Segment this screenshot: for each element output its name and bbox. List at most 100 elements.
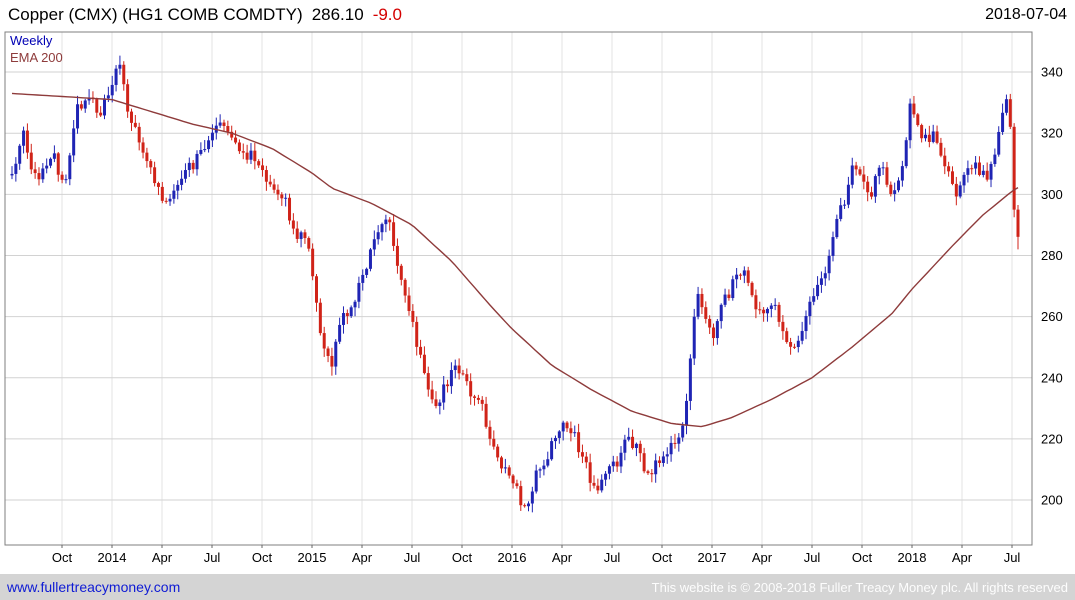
- candle-body: [970, 168, 974, 170]
- candle-body: [268, 181, 272, 185]
- candle-body: [399, 265, 403, 280]
- candle-body: [611, 461, 615, 467]
- candle-body: [10, 173, 14, 176]
- candle-body: [303, 232, 307, 239]
- candle-body: [669, 442, 673, 455]
- candle-body: [881, 167, 885, 169]
- candle-body: [311, 248, 315, 277]
- candle-body: [14, 163, 18, 174]
- candle-body: [931, 131, 935, 142]
- x-tick-label: Jul: [804, 550, 821, 565]
- candle-body: [222, 122, 226, 127]
- x-tick-label: Apr: [752, 550, 773, 565]
- candle-body: [873, 176, 877, 197]
- instrument-name: Copper (CMX) (HG1 COMB COMDTY): [8, 5, 303, 24]
- candle-body: [395, 245, 399, 266]
- candle-body: [49, 158, 53, 166]
- candle-body: [723, 294, 727, 305]
- candle-body: [1012, 126, 1016, 210]
- candle-body: [592, 482, 596, 486]
- x-tick-label: Apr: [152, 550, 173, 565]
- candle-body: [392, 222, 396, 246]
- candle-body: [519, 486, 523, 506]
- candle-body: [210, 132, 214, 141]
- x-tick-label: Oct: [52, 550, 73, 565]
- candle-body: [280, 194, 284, 199]
- candle-body: [461, 373, 465, 375]
- candle-body: [106, 95, 110, 99]
- candle-body: [480, 399, 484, 404]
- candle-body: [357, 282, 361, 302]
- candle-body: [665, 454, 669, 457]
- candle-body: [580, 452, 584, 457]
- chart-title: Copper (CMX) (HG1 COMB COMDTY) 286.10 -9.0: [8, 5, 402, 25]
- candle-body: [796, 340, 800, 348]
- x-tick-label: Oct: [852, 550, 873, 565]
- candle-body: [156, 183, 160, 187]
- site-link[interactable]: www.fullertreacymoney.com: [7, 579, 181, 595]
- candle-body: [769, 305, 773, 309]
- candle-body: [696, 293, 700, 317]
- candle-body: [962, 174, 966, 186]
- candle-body: [122, 64, 126, 85]
- candle-body: [353, 301, 357, 308]
- candle-body: [843, 204, 847, 206]
- candle-body: [168, 198, 172, 202]
- candle-body: [553, 437, 557, 442]
- candle-body: [484, 403, 488, 427]
- candle-body: [365, 268, 369, 275]
- candle-body: [839, 205, 843, 219]
- chart-header: Copper (CMX) (HG1 COMB COMDTY) 286.10 -9.0…: [0, 0, 1075, 30]
- candle-body: [322, 333, 326, 349]
- x-tick-label: Oct: [252, 550, 273, 565]
- candle-body: [503, 467, 507, 469]
- candle-body: [846, 184, 850, 205]
- candle-body: [854, 165, 858, 170]
- candle-body: [496, 446, 500, 458]
- x-tick-label: Jul: [1004, 550, 1021, 565]
- candle-body: [172, 190, 176, 199]
- candle-body: [257, 161, 261, 166]
- candle-body: [52, 153, 56, 159]
- candle-body: [974, 162, 978, 169]
- candle-body: [650, 473, 654, 475]
- candle-body: [507, 467, 511, 476]
- candle-body: [685, 400, 689, 426]
- candle-body: [866, 181, 870, 193]
- x-tick-label: Apr: [552, 550, 573, 565]
- candle-body: [827, 255, 831, 274]
- candle-body: [434, 399, 438, 407]
- candle-body: [419, 346, 423, 355]
- candle-body: [631, 436, 635, 448]
- candle-body: [457, 365, 461, 374]
- candle-body: [95, 99, 99, 113]
- candle-body: [746, 270, 750, 283]
- candle-body: [681, 425, 685, 438]
- candle-body: [1008, 99, 1012, 127]
- candle-body: [380, 224, 384, 233]
- candle-body: [692, 316, 696, 359]
- candle-body: [442, 384, 446, 403]
- candle-body: [619, 452, 623, 467]
- y-tick-label: 340: [1041, 65, 1063, 80]
- price-chart-canvas: 200 220 240 260 280 300 320 340 Oct 2014 Apr Jul Oct…: [4, 31, 1063, 565]
- candle-body: [557, 431, 561, 438]
- candle-body: [623, 439, 627, 453]
- candle-body: [110, 84, 114, 96]
- candle-body: [530, 491, 534, 504]
- candle-body: [526, 503, 530, 507]
- candle-body: [288, 197, 292, 221]
- candle-body: [438, 402, 442, 407]
- candle-body: [738, 274, 742, 276]
- candle-body: [237, 142, 241, 152]
- candle-body: [137, 126, 141, 143]
- candle-body: [750, 282, 754, 296]
- candle-body: [677, 437, 681, 444]
- candle-body: [858, 169, 862, 175]
- candle-body: [218, 122, 222, 126]
- candle-body: [33, 169, 37, 174]
- candle-body: [234, 137, 238, 143]
- candle-body: [345, 313, 349, 317]
- candle-body: [41, 168, 45, 180]
